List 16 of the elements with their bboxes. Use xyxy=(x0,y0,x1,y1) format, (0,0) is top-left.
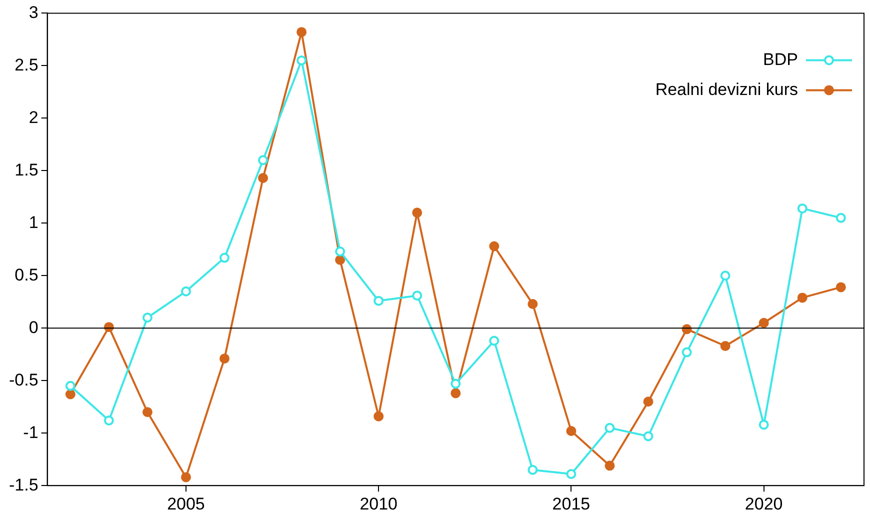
y-tick-label: -0.5 xyxy=(8,370,38,390)
x-tick-label: 2010 xyxy=(360,494,398,514)
y-tick-label: 1 xyxy=(28,212,38,232)
y-tick-label: 0 xyxy=(28,318,38,337)
x-tick-label: 2005 xyxy=(167,494,205,514)
y-tick-label: 0.5 xyxy=(14,265,38,284)
legend-label: BDP xyxy=(763,50,798,69)
y-tick-label: -1 xyxy=(23,422,38,442)
legend-label: Realni devizni kurs xyxy=(655,80,798,99)
x-tick-label: 2020 xyxy=(744,494,783,514)
y-tick-label: 2.5 xyxy=(14,55,38,74)
y-tick-label: 2 xyxy=(28,108,38,127)
x-tick-label: 2015 xyxy=(552,494,590,514)
y-tick-label: 1.5 xyxy=(14,160,38,180)
y-tick-label: -1.5 xyxy=(8,475,38,494)
y-tick-label: 3 xyxy=(28,2,38,22)
